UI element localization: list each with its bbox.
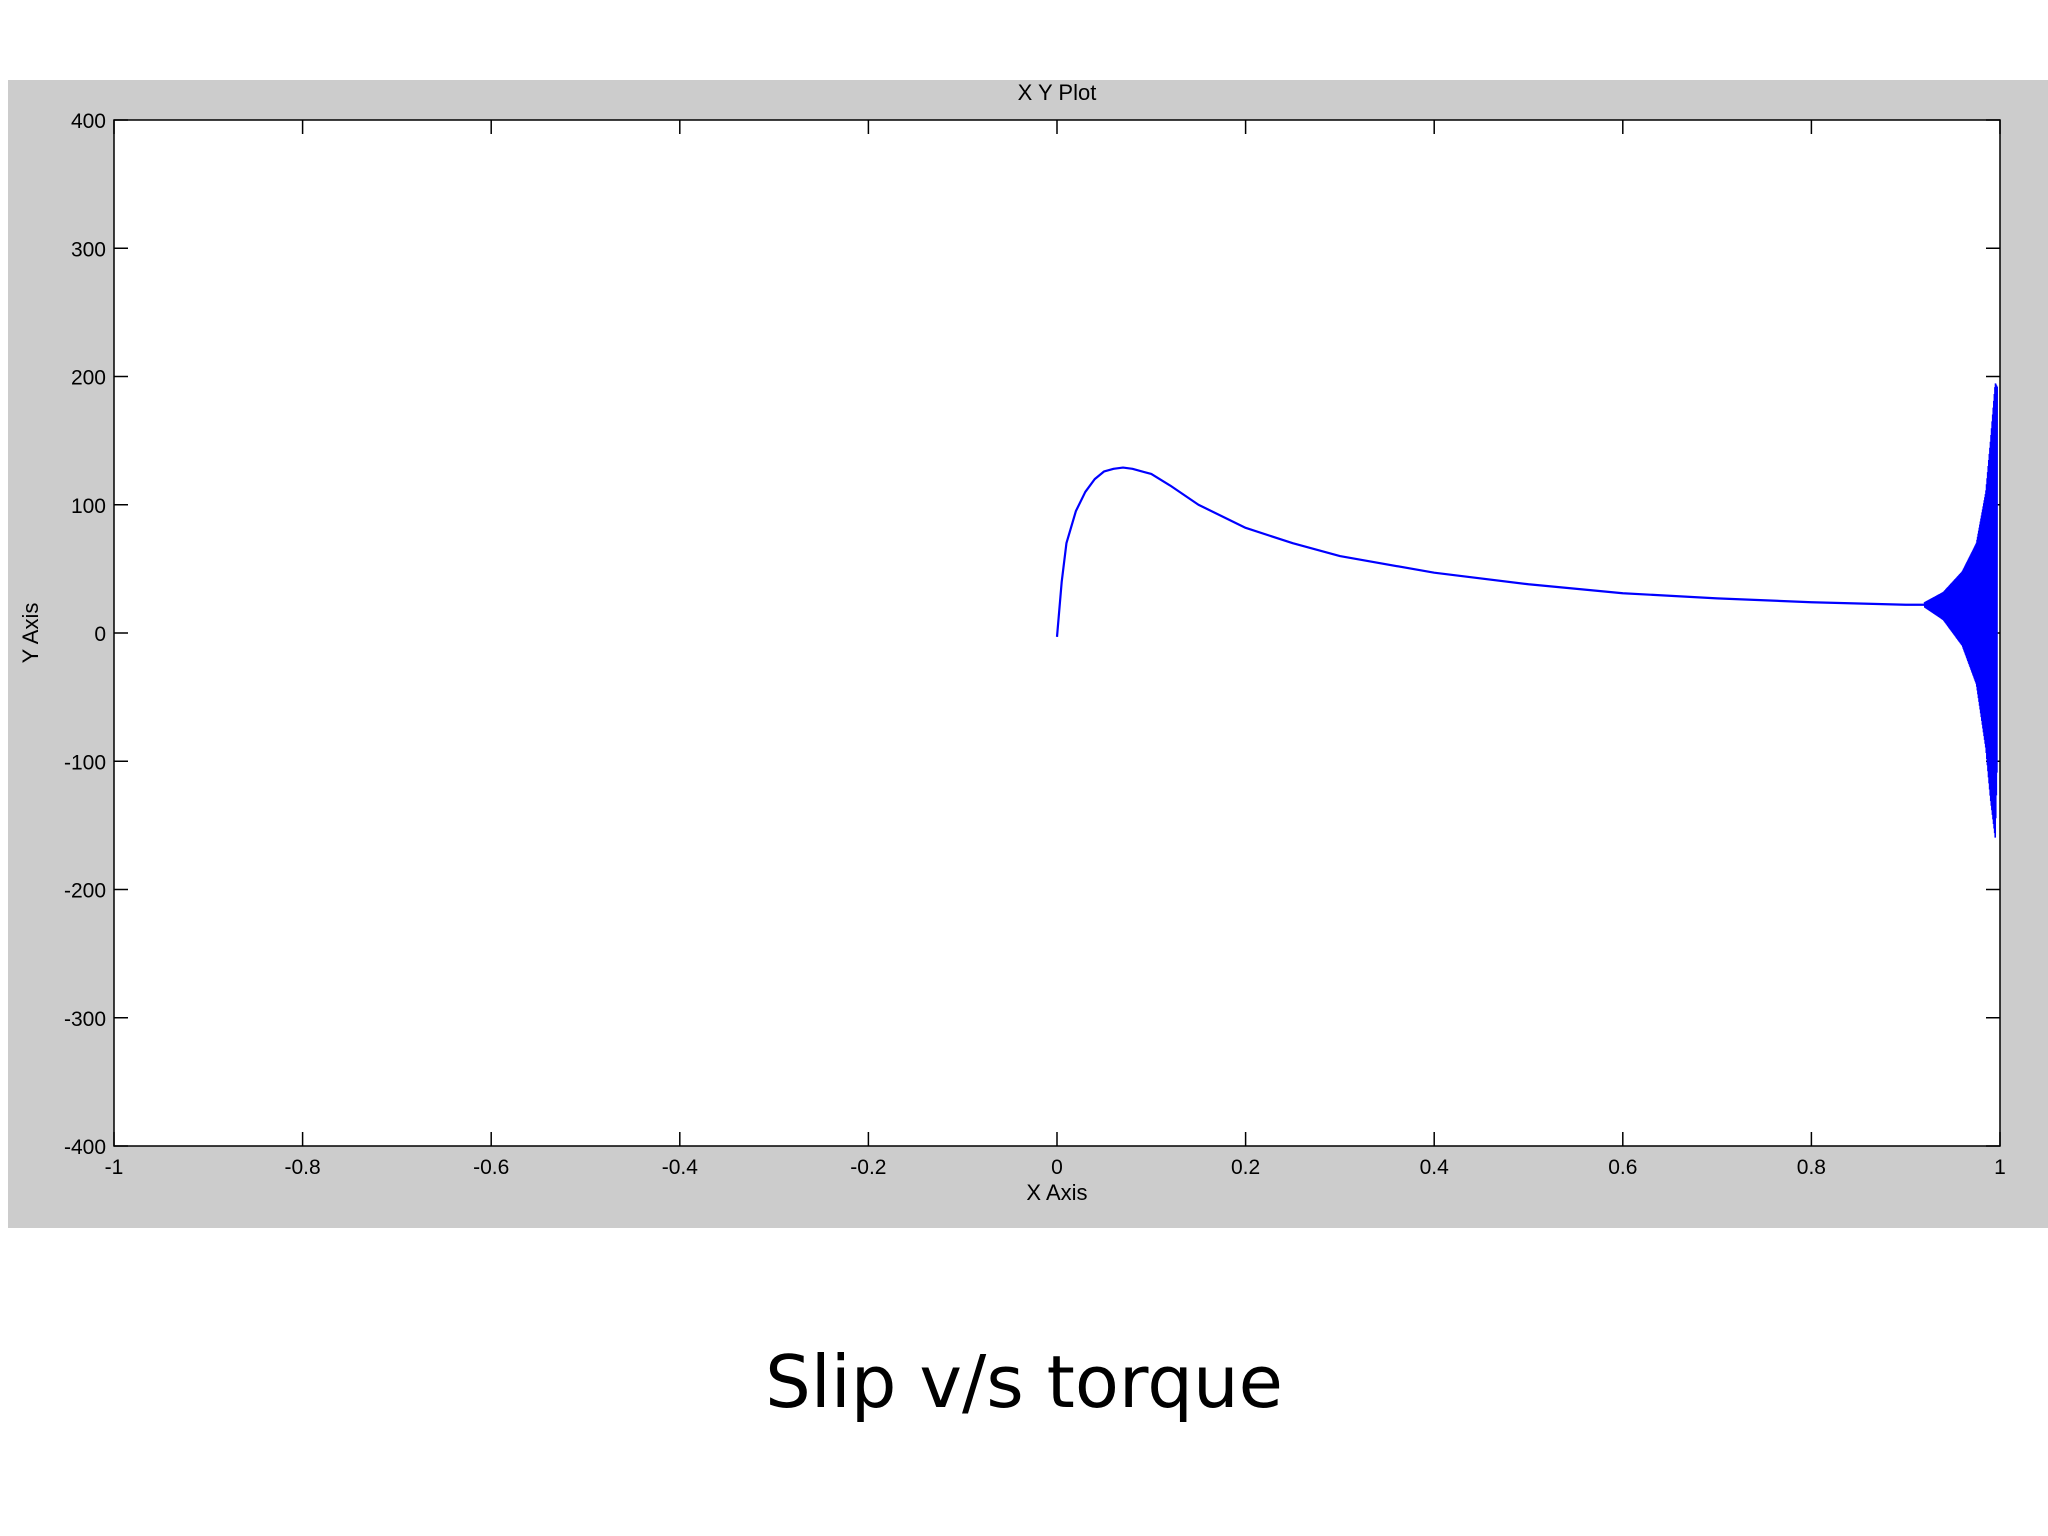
torque-curve [1055, 466, 1925, 637]
slide-caption: Slip v/s torque [765, 1340, 1283, 1424]
x-tick-label: -0.2 [850, 1156, 886, 1179]
y-tick-label: -200 [64, 880, 106, 903]
y-tick-label: 0 [94, 623, 106, 646]
axes-frame [113, 119, 2001, 1147]
y-tick-label: -100 [64, 751, 106, 774]
x-tick-label: 0.8 [1797, 1156, 1826, 1179]
y-tick-label: 400 [71, 110, 106, 133]
x-tick-label: 0.2 [1231, 1156, 1260, 1179]
figure-window: -1 -0.8 -0.6 -0.4 -0.2 0 0.2 0.4 0.6 0.8 1 -400 -300… [8, 80, 2048, 1228]
x-tick-label: -0.8 [285, 1156, 321, 1179]
x-tick-label: -1 [105, 1156, 124, 1179]
x-axis-label: X Axis [1026, 1180, 1087, 1205]
y-axis-label: Y Axis [18, 603, 43, 664]
plot-title: X Y Plot [1018, 80, 1097, 105]
oscillation-band [1923, 383, 1998, 838]
xy-plot: -1 -0.8 -0.6 -0.4 -0.2 0 0.2 0.4 0.6 0.8 1 -400 -300… [18, 80, 2006, 1205]
x-tick-label: -0.6 [473, 1156, 509, 1179]
y-tick-label: 100 [71, 495, 106, 518]
x-tick-label: -0.4 [662, 1156, 699, 1179]
y-tick-label: 200 [71, 367, 106, 390]
y-tick-label: 300 [71, 238, 106, 261]
x-tick-label: 1 [1994, 1156, 2006, 1179]
x-tick-label: 0 [1051, 1156, 1063, 1179]
x-tick-label: 0.4 [1420, 1156, 1450, 1179]
x-tick-label: 0.6 [1608, 1156, 1637, 1179]
axis-ticks: -1 -0.8 -0.6 -0.4 -0.2 0 0.2 0.4 0.6 0.8 1 -400 -300… [64, 110, 2006, 1179]
plot-series [1055, 383, 1998, 838]
y-tick-label: -300 [64, 1008, 106, 1031]
y-tick-label: -400 [64, 1136, 106, 1159]
